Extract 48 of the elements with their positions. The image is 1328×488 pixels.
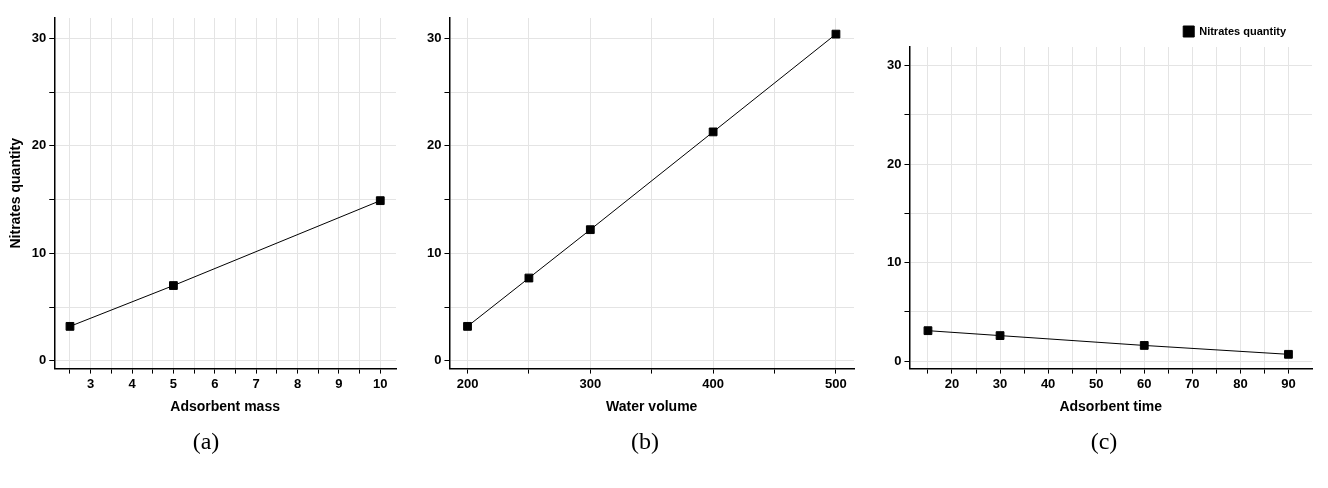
x-tick-label: 5 (169, 375, 178, 391)
point (585, 225, 595, 235)
text: (b) (630, 428, 660, 455)
point (524, 273, 534, 283)
point (831, 29, 841, 39)
x-axis-title: Adsorbent mass (170, 398, 281, 415)
text: (a) (191, 428, 221, 455)
x-tick-label: 50 (1088, 375, 1104, 391)
y-tick-label: 30 (31, 29, 47, 45)
legend-label: Nitrates quantity (1199, 24, 1287, 37)
y-axis-title: Nitrates quantity (7, 137, 24, 249)
text: (c) (1089, 428, 1119, 455)
x-tick-label: 200 (456, 375, 479, 391)
y-tick-label: 0 (434, 352, 442, 368)
point (375, 196, 385, 206)
y-tick-label: 0 (39, 352, 47, 368)
x-tick-label: 6 (211, 375, 219, 391)
y-tick-label: 10 (886, 254, 902, 270)
y-tick-label: 20 (426, 137, 442, 153)
y-tick-label: 30 (426, 29, 442, 45)
x-axis-title: Water volume (606, 398, 698, 415)
x-tick-label: 7 (252, 375, 260, 391)
y-tick-label: 30 (886, 57, 902, 73)
point (463, 321, 472, 331)
x-tick-label: 3 (87, 375, 95, 391)
x-tick-label: 90 (1281, 375, 1296, 391)
y-tick-label: 20 (31, 137, 47, 153)
y-tick-label: 10 (426, 244, 442, 260)
x-axis-title: Adsorbent time (1059, 398, 1163, 415)
y-tick-label: 0 (894, 352, 902, 368)
point (65, 321, 75, 331)
x-tick-label: 300 (579, 375, 602, 391)
point (708, 127, 718, 137)
x-tick-label: 4 (128, 375, 137, 391)
x-tick-label: 60 (1137, 375, 1152, 391)
y-tick-label: 20 (886, 155, 902, 171)
x-tick-label: 70 (1185, 375, 1200, 391)
x-tick-label: 30 (992, 375, 1008, 391)
y-tick-label: 10 (31, 244, 47, 260)
x-tick-label: 10 (373, 375, 388, 391)
x-tick-label: 500 (825, 375, 847, 391)
x-tick-label: 40 (1040, 375, 1056, 391)
x-tick-label: 9 (335, 375, 343, 391)
x-tick-label: 80 (1233, 375, 1248, 391)
x-tick-label: 20 (944, 375, 960, 391)
point (169, 281, 178, 290)
x-tick-label: 8 (293, 375, 302, 391)
x-tick-label: 400 (702, 375, 724, 391)
